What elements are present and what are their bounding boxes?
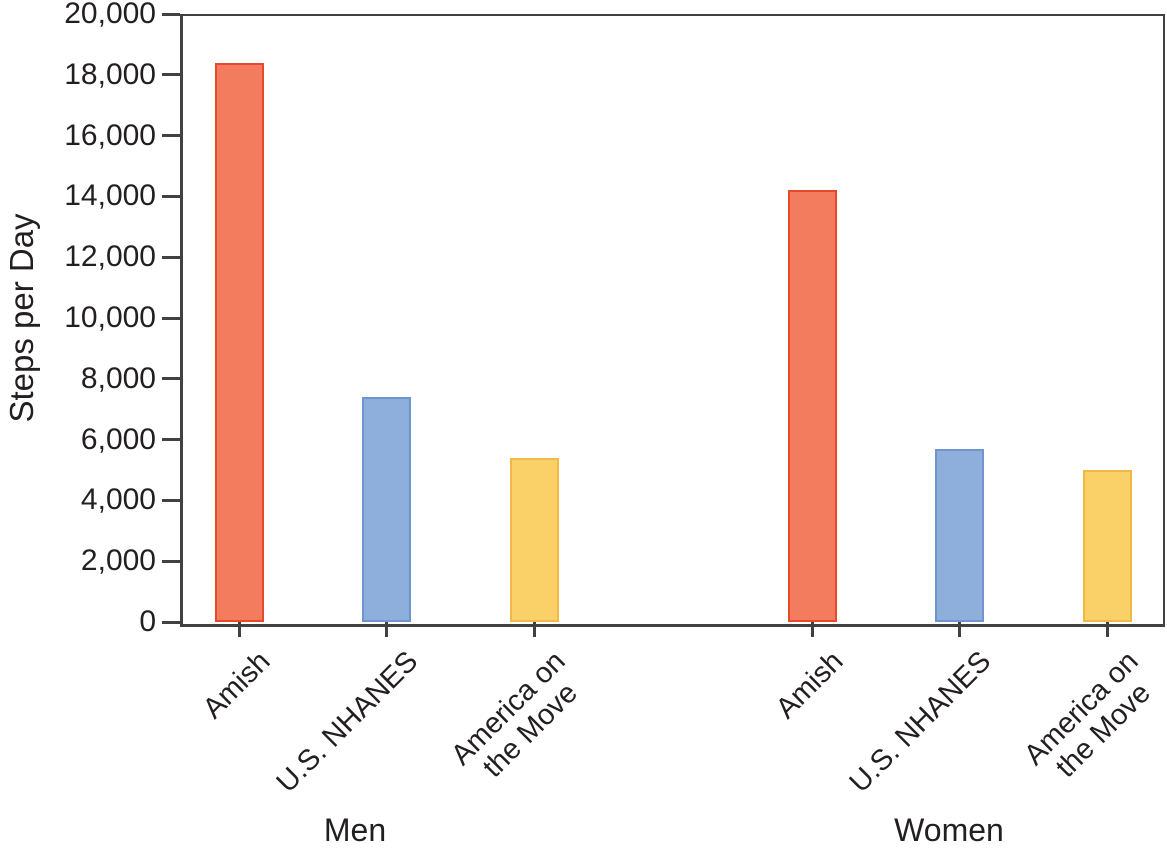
y-tick-mark [162, 498, 180, 502]
y-tick-label: 10,000 [64, 301, 156, 334]
bar-men-amish [214, 62, 264, 622]
bar-women-amish [787, 190, 837, 622]
bar-men-u-s-nhanes [362, 397, 411, 622]
y-tick-label: 2,000 [80, 544, 156, 578]
y-tick-mark [162, 377, 180, 381]
y-tick-label: 4,000 [80, 483, 156, 517]
y-tick-mark [162, 12, 180, 16]
y-tick-mark [162, 559, 180, 563]
category-label-u-s-nhanes: U.S. NHANES [843, 645, 998, 799]
category-label-amish: Amish [197, 645, 277, 725]
bar-women-u-s-nhanes [935, 448, 984, 622]
category-label-u-s-nhanes: U.S. NHANES [270, 645, 425, 799]
y-tick-mark [162, 194, 180, 198]
y-tick-label: 6,000 [80, 422, 156, 456]
x-tick-mark [958, 622, 961, 637]
x-tick-mark [237, 622, 241, 637]
x-tick-mark [1105, 622, 1109, 637]
y-tick-mark [162, 316, 180, 320]
bar-women-america-on-the-move [1082, 470, 1132, 622]
y-tick-mark [162, 620, 180, 624]
bar-men-america-on-the-move [509, 457, 559, 622]
y-tick-label: 18,000 [64, 57, 156, 91]
y-tick-label: 8,000 [80, 361, 156, 395]
x-tick-mark [810, 622, 814, 637]
plot-box [180, 14, 1165, 627]
y-tick-label: 20,000 [64, 0, 156, 30]
y-tick-label: 14,000 [64, 179, 156, 213]
y-tick-mark [162, 73, 180, 77]
y-tick-label: 0 [139, 605, 156, 638]
y-tick-mark [162, 438, 180, 442]
category-label-america-on-the-move: America on the Move [445, 645, 585, 785]
group-label-men: Men [323, 812, 387, 848]
category-label-america-on-the-move: America on the Move [1018, 645, 1158, 785]
group-label-women: Women [894, 812, 1004, 848]
y-tick-label: 16,000 [64, 118, 156, 152]
x-tick-mark [532, 622, 536, 637]
y-tick-mark [162, 255, 180, 259]
x-tick-mark [385, 622, 388, 637]
category-label-amish: Amish [770, 645, 850, 725]
y-tick-label: 12,000 [64, 240, 156, 274]
y-tick-mark [162, 134, 180, 138]
